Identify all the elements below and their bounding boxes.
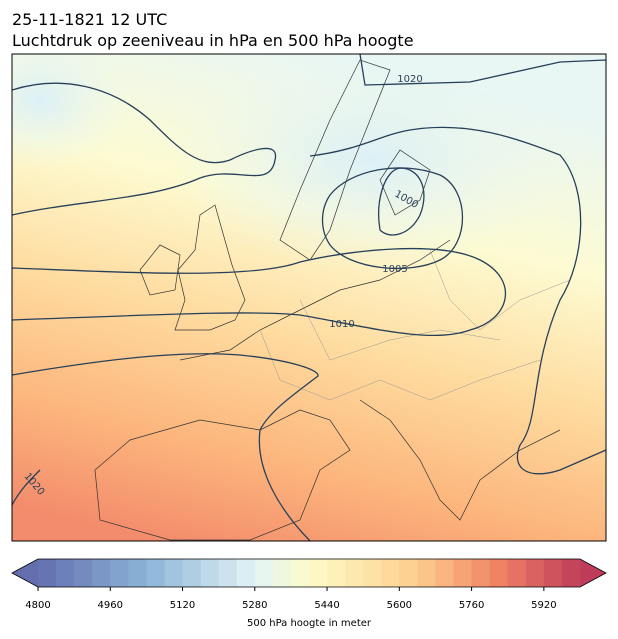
colorbar-segment [363,559,382,587]
colorbar-segment [543,559,563,587]
colorbar-segment [435,559,455,587]
colorbar-segment [290,559,310,587]
title-description: Luchtdruk op zeeniveau in hPa en 500 hPa… [12,31,414,50]
coastline [94,409,351,541]
colorbar-segment [345,559,364,587]
isobar [12,353,319,541]
colorbar-segment [182,559,202,587]
colorbar-segment [236,559,256,587]
colorbar-segment [525,559,545,587]
coastline [359,399,561,521]
colorbar-segment [399,559,418,587]
contour-label: 1020 [397,74,422,85]
colorbar-segment [471,559,491,587]
colorbar-segment [164,559,184,587]
colorbar-segment [489,559,509,587]
colorbar-segment [200,559,220,587]
colorbar-segment [507,559,527,587]
colorbar-segment [272,559,292,587]
colorbar-segment [453,559,473,587]
colorbar-segment [381,559,400,587]
isobar [378,167,425,236]
coastline [179,239,451,361]
colorbar-tick-label: 5760 [459,600,484,611]
colorbar-segment [74,559,93,587]
colorbar-tick-label: 5280 [242,600,267,611]
map-frame [11,53,607,542]
colorbar-tick-label: 5920 [531,600,556,611]
colorbar-outline [11,558,607,588]
colorbar-segment [56,559,75,587]
colorbar-tick-label: 4800 [25,600,50,611]
colorbar-tick-label: 4960 [98,600,123,611]
coastline [174,204,246,331]
colorbar-segment [417,559,436,587]
colorbar-label: 500 hPa hoogte in meter [247,618,372,629]
colorbar-segment [128,559,147,587]
isobar [12,469,41,506]
colorbar-tick-label: 5600 [387,600,412,611]
isobar [309,126,606,475]
isobar [12,247,507,336]
isobar [359,54,606,86]
low-height-area [170,54,570,270]
colorbar: 4800 4960 5120 5280 5440 5600 5760 5920 500 hPa … [11,558,607,629]
colorbar-segment [218,559,238,587]
low-height-area [12,54,130,170]
colorbar-segment [92,559,111,587]
coastline [379,149,431,216]
map: 1020 1000 1005 1010 1020 [12,54,606,541]
colorbar-tick-label: 5440 [314,600,339,611]
isobar [321,167,464,269]
colorbar-segment [146,559,165,587]
contour-label: 1005 [382,264,407,275]
colorbar-extend-low [12,559,38,587]
colorbar-segment [327,559,346,587]
colorbar-segment [561,559,581,587]
isobar [12,82,277,216]
colorbar-segment [110,559,129,587]
colorbar-extend-high [580,559,606,587]
colorbar-tick-label: 5120 [170,600,195,611]
title-date: 25-11-1821 12 UTC [12,10,167,29]
colorbar-segment [38,559,57,587]
colorbar-segment [309,559,328,587]
coastline [139,244,181,296]
contour-label: 1010 [329,319,354,330]
colorbar-segment [254,559,274,587]
